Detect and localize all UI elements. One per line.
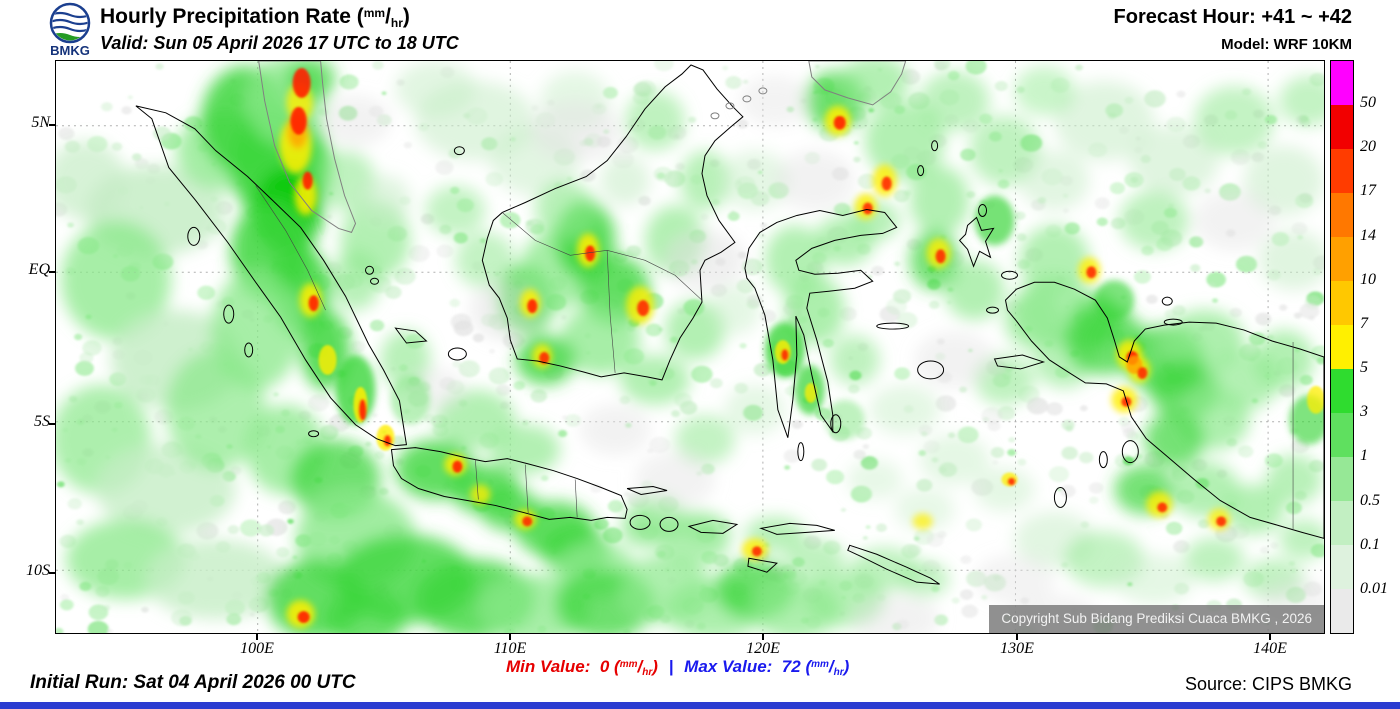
copyright-notice: Copyright Sub Bidang Prediksi Cuaca BMKG… [989,605,1324,633]
forecast-hour: Forecast Hour: +41 ~ +42 [1113,6,1352,28]
legend-cell [1331,369,1353,413]
legend-cell [1331,457,1353,501]
precipitation-legend-colorbar [1330,60,1354,634]
legend-cell [1331,281,1353,325]
lat-tick [49,124,55,126]
legend-label: 0.1 [1360,535,1380,553]
lon-tick [1016,634,1018,640]
legend-cell [1331,193,1353,237]
logo-waves-icon [52,11,88,41]
legend-cell [1331,237,1353,281]
legend-label: 14 [1360,226,1376,244]
model-name: Model: WRF 10KM [1221,36,1352,53]
indonesia-precipitation-map [56,61,1324,633]
legend-cell [1331,61,1353,105]
precipitation-legend-labels: 50 20 17 14 10 7 5 3 1 0.5 0.1 0.01 [1360,60,1400,634]
legend-cell [1331,105,1353,149]
lon-label: 100E [240,640,274,657]
logo-text: BMKG [50,43,90,58]
legend-label: 1 [1360,447,1368,465]
legend-label: 5 [1360,359,1368,377]
legend-cell [1331,589,1353,633]
lat-label: 10S [26,562,50,579]
page-title: Hourly Precipitation Rate (mm/hr) [100,5,410,30]
valid-time: Valid: Sun 05 April 2026 17 UTC to 18 UT… [100,33,459,53]
minmax-separator: | [668,657,674,676]
legend-cell [1331,501,1353,545]
lat-tick [49,271,55,273]
lat-label: 5S [34,413,50,430]
data-source: Source: CIPS BMKG [1184,674,1352,694]
lon-tick [1269,634,1271,640]
lon-label: 140E [1253,640,1287,657]
lon-tick [762,634,764,640]
legend-label: 20 [1360,138,1376,156]
lon-label: 110E [493,640,527,657]
minmax-line: Min Value: 0 (mm/hr) | Max Value: 72 (mm… [506,657,849,678]
min-value: Min Value: 0 (mm/hr) [506,657,658,678]
lon-label: 130E [1000,640,1034,657]
legend-label: 10 [1360,270,1376,288]
initial-run: Initial Run: Sat 04 April 2026 00 UTC [30,672,356,693]
page-title-text: Hourly Precipitation Rate [100,5,351,28]
lat-label: EQ [28,261,50,278]
logo-circle [49,2,91,44]
admin-boundaries [255,185,1294,531]
legend-label: 0.5 [1360,491,1380,509]
precip-hotspot-layer [290,67,1324,624]
legend-cell [1331,413,1353,457]
legend-label: 0.01 [1360,579,1388,597]
coastline-layer [135,61,1324,585]
lon-tick [256,634,258,640]
map-frame: Copyright Sub Bidang Prediksi Cuaca BMKG… [55,60,1325,634]
legend-cell [1331,325,1353,369]
lat-label: 5N [31,114,50,131]
lon-label: 120E [746,640,780,657]
max-value: Max Value: 72 (mm/hr) [684,657,850,678]
legend-cell [1331,149,1353,193]
lat-tick [49,572,55,574]
legend-label: 3 [1360,403,1368,421]
legend-cell [1331,545,1353,589]
bottom-blue-bar [0,702,1400,709]
legend-label: 50 [1360,94,1376,112]
legend-label: 7 [1360,314,1368,332]
title-unit: (mm/hr) [356,5,410,30]
lat-tick [49,423,55,425]
bmkg-logo: BMKG [49,2,91,58]
legend-label: 17 [1360,182,1376,200]
lon-tick [509,634,511,640]
